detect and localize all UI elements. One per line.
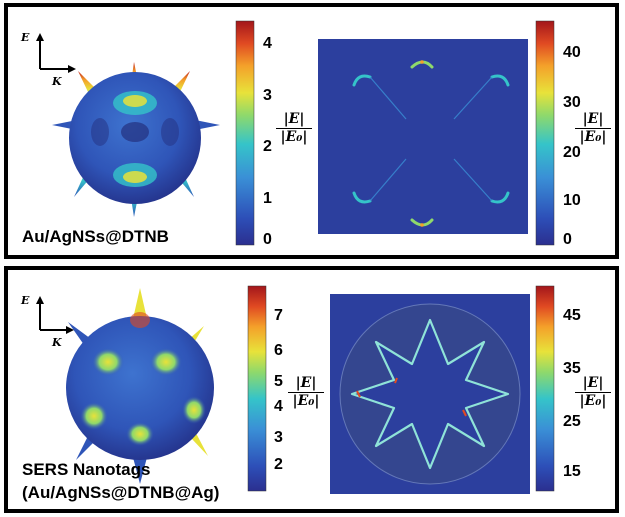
field-ratio-denominator: |E₀|	[579, 393, 607, 409]
particle-3d-top	[52, 62, 220, 217]
panel-sers-nanotags: E K SERS Nanotags (Au/AgNSs@DTNB@Ag) 7 6…	[4, 266, 619, 513]
axis-k-label-bottom: K	[52, 336, 62, 349]
field-map-2d-bottom	[330, 294, 530, 494]
tick-2d-bottom: 45	[563, 307, 581, 324]
panel-bottom-graphics	[36, 285, 555, 494]
field-ratio-label-2d-top: |E| |E₀|	[575, 111, 611, 146]
colorbar-2d-top	[535, 20, 555, 246]
sample-label-top: Au/AgNSs@DTNB	[22, 227, 169, 246]
field-map-2d-top	[318, 39, 528, 234]
tick-3d-top: 3	[263, 87, 272, 104]
tick-3d-bottom: 7	[274, 307, 283, 324]
field-ratio-denominator: |E₀|	[579, 129, 607, 145]
tick-3d-bottom: 5	[274, 373, 283, 390]
field-ratio-numerator: |E|	[288, 375, 324, 393]
field-ratio-label-3d-top: |E| |E₀|	[276, 111, 312, 146]
tick-3d-bottom: 3	[274, 429, 283, 446]
tick-3d-top: 0	[263, 231, 272, 248]
field-ratio-numerator: |E|	[575, 111, 611, 129]
tick-3d-top: 1	[263, 190, 272, 207]
sample-label-bottom-line2: (Au/AgNSs@DTNB@Ag)	[22, 483, 220, 502]
axis-k-label-top: K	[52, 75, 62, 88]
field-ratio-denominator: |E₀|	[292, 393, 320, 409]
axis-e-label-bottom: E	[21, 294, 30, 307]
field-ratio-label-3d-bottom: |E| |E₀|	[288, 375, 324, 410]
tick-3d-top: 2	[263, 138, 272, 155]
field-ratio-label-2d-bottom: |E| |E₀|	[575, 375, 611, 410]
tick-2d-top: 30	[563, 94, 581, 111]
colorbar-3d-bottom	[247, 285, 267, 492]
panel-au-agnss-dtnb: E K Au/AgNSs@DTNB 4 3 2 1 0 |E| |E₀| 40 …	[4, 3, 619, 259]
tick-2d-bottom: 15	[563, 463, 581, 480]
field-ratio-denominator: |E₀|	[280, 129, 308, 145]
axes-glyph-top	[36, 33, 76, 73]
field-ratio-numerator: |E|	[276, 111, 312, 129]
particle-3d-bottom	[66, 288, 214, 484]
tick-3d-bottom: 2	[274, 456, 283, 473]
field-ratio-numerator: |E|	[575, 375, 611, 393]
tick-3d-top: 4	[263, 35, 272, 52]
tick-2d-bottom: 35	[563, 360, 581, 377]
tick-2d-top: 20	[563, 144, 581, 161]
colorbar-3d-top	[235, 20, 255, 246]
sample-label-bottom-line1: SERS Nanotags	[22, 460, 151, 479]
axis-e-label-top: E	[21, 31, 30, 44]
tick-3d-bottom: 4	[274, 398, 283, 415]
panel-top-graphics	[36, 20, 555, 246]
tick-2d-bottom: 25	[563, 413, 581, 430]
axes-glyph-bottom	[36, 296, 74, 334]
tick-2d-top: 0	[563, 231, 572, 248]
tick-2d-top: 10	[563, 192, 581, 209]
tick-2d-top: 40	[563, 44, 581, 61]
colorbar-2d-bottom	[535, 285, 555, 492]
tick-3d-bottom: 6	[274, 342, 283, 359]
